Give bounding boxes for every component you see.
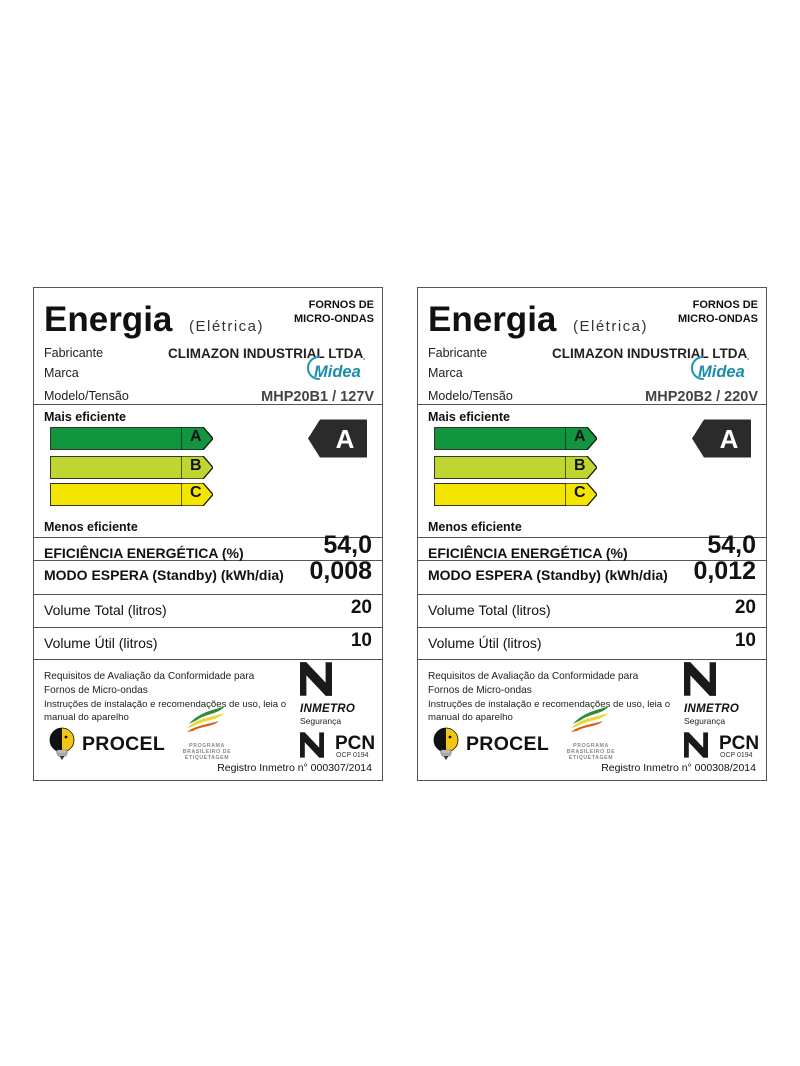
svg-text:Midea: Midea [314, 363, 361, 381]
svg-text:A: A [336, 424, 355, 454]
svg-text:Midea: Midea [698, 363, 745, 381]
svg-text:A: A [720, 424, 739, 454]
